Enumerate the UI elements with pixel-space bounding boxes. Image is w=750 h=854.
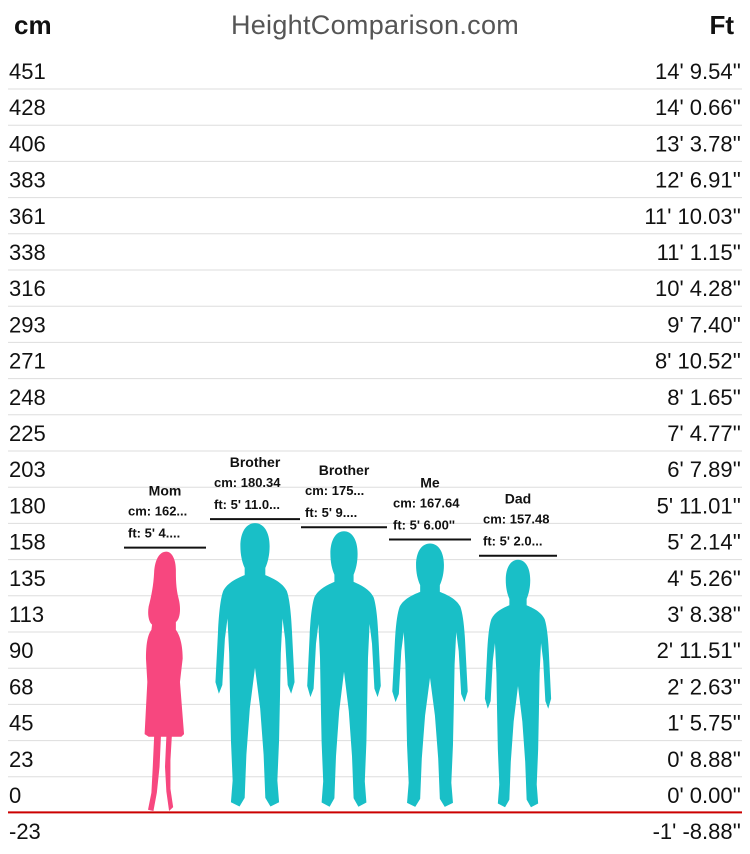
person-ft-label: ft: 5' 4.... (128, 526, 180, 541)
male-silhouette-icon (392, 543, 468, 807)
y-tick-label-cm: 180 (9, 493, 46, 518)
y-tick-label-ft: 4' 5.26'' (667, 566, 741, 591)
y-tick-label-ft: 2' 2.63'' (667, 674, 741, 699)
cm-axis-header: cm (14, 10, 52, 40)
person-name-label: Brother (319, 462, 370, 478)
y-tick-label-ft: 8' 1.65'' (667, 385, 741, 410)
y-tick-label-cm: 90 (9, 638, 33, 663)
y-tick-label-cm: 406 (9, 131, 46, 156)
y-tick-label-cm: 428 (9, 95, 46, 120)
person-cm-label: cm: 180.34 (214, 475, 281, 490)
y-tick-label-ft: 1' 5.75'' (667, 711, 741, 736)
person-cm-label: cm: 167.64 (393, 495, 460, 510)
y-tick-label-ft: 3' 8.38'' (667, 602, 741, 627)
y-tick-label-ft: 5' 2.14'' (667, 530, 741, 555)
y-tick-label-cm: 451 (9, 59, 46, 84)
y-tick-label-cm: 68 (9, 674, 33, 699)
y-tick-label-cm: 113 (9, 602, 44, 627)
y-tick-label-ft: 0' 0.00'' (667, 783, 741, 808)
y-tick-label-ft: 9' 7.40'' (667, 312, 741, 337)
y-tick-label-cm: 23 (9, 747, 33, 772)
person-ft-label: ft: 5' 6.00'' (393, 517, 455, 532)
y-tick-label-cm: 271 (9, 349, 46, 374)
y-tick-label-ft: 13' 3.78'' (655, 131, 741, 156)
y-tick-label-ft: 11' 1.15'' (657, 240, 741, 265)
person-ft-label: ft: 5' 11.0... (214, 497, 280, 512)
y-tick-label-ft: 14' 9.54'' (655, 59, 741, 84)
person-silhouette-brother (307, 531, 381, 807)
female-silhouette-icon (144, 551, 185, 812)
person-silhouette-mom (144, 551, 185, 812)
y-tick-label-cm: 338 (9, 240, 46, 265)
y-tick-label-cm: 361 (9, 204, 46, 229)
person-name-label: Me (420, 474, 440, 490)
y-tick-label-cm: 316 (9, 276, 46, 301)
y-tick-label-cm: 293 (9, 312, 46, 337)
y-tick-label-ft: 11' 10.03'' (644, 204, 741, 229)
person-name-label: Mom (149, 483, 182, 499)
y-tick-label-ft: 8' 10.52'' (655, 349, 741, 374)
male-silhouette-icon (484, 559, 552, 808)
person-name-label: Brother (230, 454, 281, 470)
y-tick-label-ft: 0' 8.88'' (667, 747, 741, 772)
person-ft-label: ft: 5' 9.... (305, 505, 357, 520)
y-tick-label-ft: 6' 7.89'' (667, 457, 741, 482)
y-tick-label-cm: -23 (9, 819, 41, 844)
y-tick-label-cm: 45 (9, 711, 33, 736)
y-tick-label-cm: 0 (9, 783, 21, 808)
y-tick-label-cm: 225 (9, 421, 46, 446)
person-cm-label: cm: 175... (305, 483, 364, 498)
y-tick-label-ft: 14' 0.66'' (655, 95, 741, 120)
y-tick-label-ft: 12' 6.91'' (655, 168, 741, 193)
y-tick-label-ft: 2' 11.51'' (657, 638, 741, 663)
person-silhouette-brother (215, 523, 295, 807)
male-silhouette-icon (215, 523, 295, 807)
person-cm-label: cm: 157.48 (483, 512, 550, 527)
y-tick-label-cm: 135 (9, 566, 46, 591)
person-ft-label: ft: 5' 2.0... (483, 534, 542, 549)
person-cm-label: cm: 162... (128, 504, 187, 519)
male-silhouette-icon (307, 531, 381, 807)
y-tick-label-cm: 383 (9, 168, 46, 193)
y-tick-label-cm: 203 (9, 457, 46, 482)
person-silhouette-me (392, 543, 468, 807)
y-tick-label-cm: 248 (9, 385, 46, 410)
y-tick-label-ft: -1' -8.88'' (653, 819, 741, 844)
person-silhouette-dad (484, 559, 552, 808)
person-name-label: Dad (505, 491, 531, 507)
y-tick-label-ft: 7' 4.77'' (667, 421, 741, 446)
ft-axis-header: Ft (709, 10, 734, 40)
y-tick-label-ft: 10' 4.28'' (655, 276, 741, 301)
y-tick-label-cm: 158 (9, 530, 46, 555)
y-tick-label-ft: 5' 11.01'' (657, 493, 741, 518)
site-title: HeightComparison.com (230, 10, 520, 40)
